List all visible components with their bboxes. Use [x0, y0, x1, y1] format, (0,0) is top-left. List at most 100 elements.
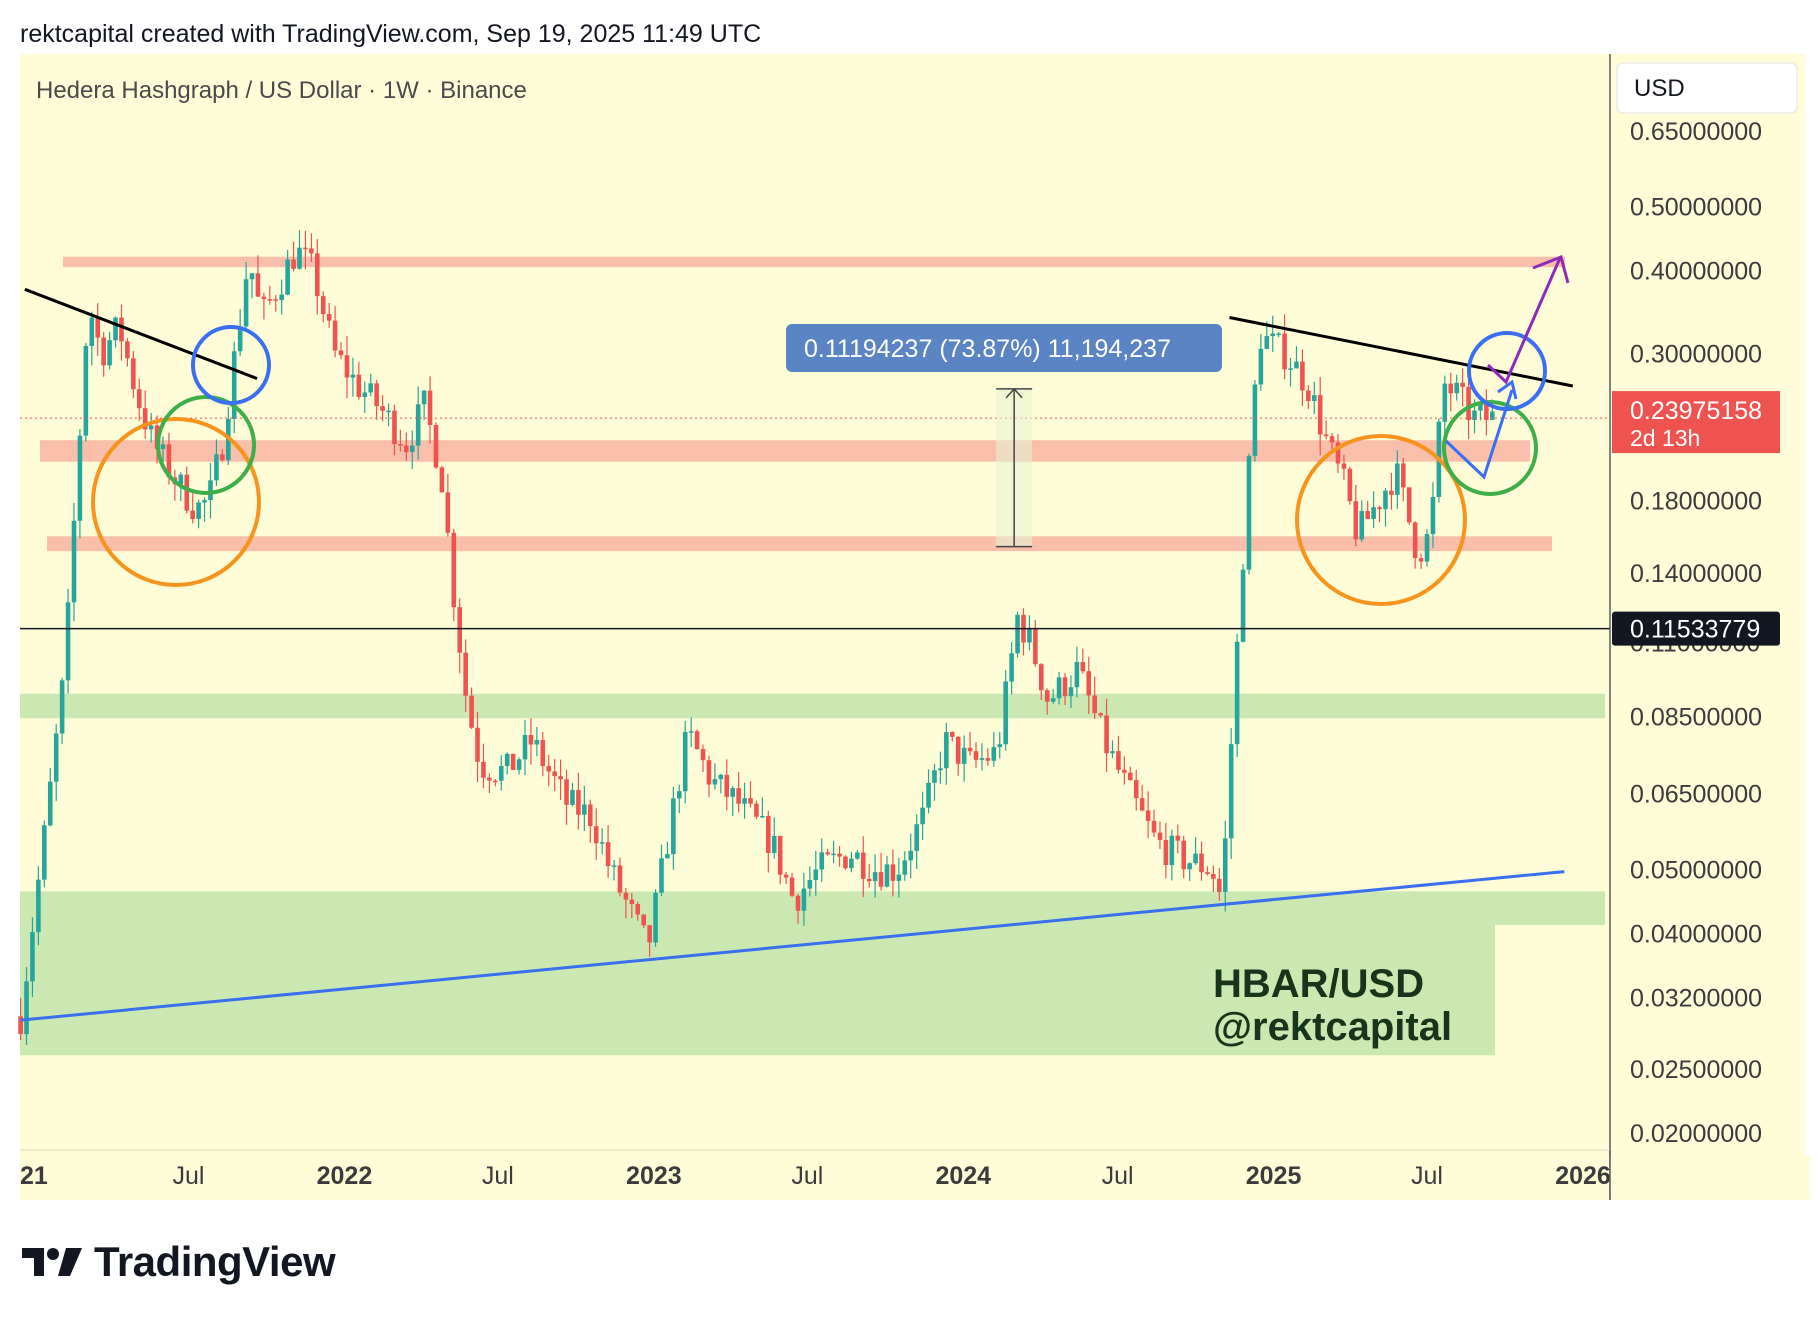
- candle-body-120: [730, 788, 736, 797]
- candle-body-138: [837, 853, 842, 857]
- candle-body-43: [273, 299, 279, 301]
- price-tick-3: 0.30000000: [1630, 341, 1762, 369]
- candle-body-222: [1335, 442, 1341, 464]
- candle-body-170: [1027, 627, 1032, 643]
- candle-body-165: [997, 744, 1003, 748]
- horizontal-level-value: 0.11533779: [1630, 616, 1760, 644]
- candle-body-223: [1341, 463, 1347, 469]
- candle-body-189: [1139, 798, 1145, 811]
- price-tick-9: 0.05000000: [1630, 856, 1762, 884]
- candle-body-97: [593, 826, 599, 844]
- candle-body-112: [682, 731, 688, 792]
- candle-body-92: [564, 779, 569, 805]
- price-tick-2: 0.40000000: [1630, 258, 1762, 286]
- descending-trendline-1: [1229, 316, 1574, 388]
- candle-body-187: [1127, 772, 1133, 781]
- candle-body-151: [914, 824, 919, 851]
- candle-body-17: [119, 317, 124, 342]
- candle-body-53: [332, 320, 338, 351]
- candle-body-171: [1033, 627, 1038, 665]
- candle-body-90: [552, 771, 557, 777]
- candle-body-67: [415, 404, 421, 446]
- candle-body-196: [1181, 840, 1187, 870]
- candle-body-226: [1359, 511, 1365, 540]
- candle-body-207: [1246, 455, 1252, 570]
- candle-body-59: [368, 383, 374, 393]
- watermark-line-1: HBAR/USD: [1213, 962, 1424, 1006]
- tradingview-logo-text: TradingView: [94, 1238, 336, 1285]
- candle-body-82: [504, 753, 510, 767]
- candle-body-94: [576, 790, 581, 815]
- candle-body-102: [623, 892, 629, 900]
- candle-body-79: [487, 777, 492, 781]
- candle-body-164: [991, 747, 997, 761]
- candle-body-130: [789, 877, 795, 896]
- time-axis[interactable]: 21 Jul 2022 Jul 2023 Jul 2024 Jul 2025 Jul 2026: [20, 1150, 1810, 1200]
- tradingview-logo[interactable]: TradingView: [22, 1238, 336, 1286]
- projection-arrowhead-blue: [1497, 379, 1518, 400]
- candle-body-153: [926, 782, 931, 808]
- resistance-zone-2: [47, 536, 1552, 552]
- currency-button[interactable]: USD: [1616, 62, 1798, 114]
- candle-body-11: [83, 345, 89, 436]
- candle-body-46: [291, 259, 296, 269]
- candle-body-140: [849, 858, 854, 869]
- horizontal-level-label: 0.11533779: [1612, 611, 1780, 646]
- candle-body-68: [421, 390, 427, 405]
- candle-body-89: [546, 766, 552, 772]
- candle-body-96: [587, 804, 593, 827]
- candle-body-188: [1133, 780, 1139, 799]
- candle-body-175: [1056, 677, 1062, 699]
- candle-body-48: [303, 247, 308, 250]
- candle-body-225: [1353, 501, 1359, 540]
- candle-body-3: [36, 879, 41, 933]
- candle-body-217: [1306, 390, 1311, 402]
- projection-arrow-purple: [1486, 257, 1562, 385]
- candle-body-29: [190, 510, 195, 519]
- candle-body-104: [635, 903, 641, 915]
- candle-body-149: [902, 860, 908, 875]
- candle-body-111: [676, 791, 682, 799]
- price-axis[interactable]: 0.65000000 0.50000000 0.40000000 0.30000000…: [1630, 118, 1762, 1148]
- time-tick-10: 2026: [1555, 1162, 1611, 1190]
- candle-body-145: [878, 872, 884, 887]
- candle-body-230: [1383, 490, 1388, 510]
- candle-body-12: [89, 317, 95, 346]
- candle-body-20: [136, 389, 142, 409]
- candle-body-124: [754, 803, 759, 817]
- candle-body-107: [653, 892, 658, 943]
- candle-body-101: [617, 865, 623, 893]
- candle-body-137: [831, 853, 836, 856]
- candle-body-110: [671, 798, 676, 855]
- candle-body-148: [896, 874, 902, 881]
- candle-body-150: [908, 850, 914, 861]
- candle-body-195: [1175, 835, 1181, 841]
- candle-body-1: [24, 981, 29, 1035]
- candle-body-78: [481, 761, 486, 778]
- candle-body-192: [1157, 832, 1163, 840]
- candle-body-205: [1234, 641, 1240, 745]
- candle-body-24: [160, 444, 166, 450]
- horizontal-level-label-box: [1612, 611, 1780, 646]
- candle-body-199: [1199, 853, 1204, 873]
- candle-body-229: [1377, 507, 1382, 510]
- candle-body-116: [706, 760, 712, 785]
- candle-body-117: [712, 779, 718, 785]
- price-tick-13: 0.02000000: [1630, 1120, 1762, 1148]
- candle-body-209: [1258, 348, 1264, 385]
- candle-body-64: [398, 444, 403, 446]
- candle-body-56: [350, 374, 356, 378]
- candle-body-152: [920, 807, 925, 825]
- candle-body-218: [1311, 395, 1317, 402]
- support-zone-0: [20, 693, 1605, 719]
- time-tick-9: Jul: [1411, 1162, 1443, 1190]
- support-zone-1: [20, 891, 1605, 925]
- candle-body-9: [71, 520, 77, 603]
- candle-body-72: [445, 492, 451, 533]
- candle-body-190: [1145, 810, 1151, 821]
- candle-body-247: [1484, 404, 1489, 420]
- candle-body-166: [1003, 681, 1008, 745]
- candle-body-193: [1163, 839, 1169, 866]
- candle-body-36: [231, 351, 237, 419]
